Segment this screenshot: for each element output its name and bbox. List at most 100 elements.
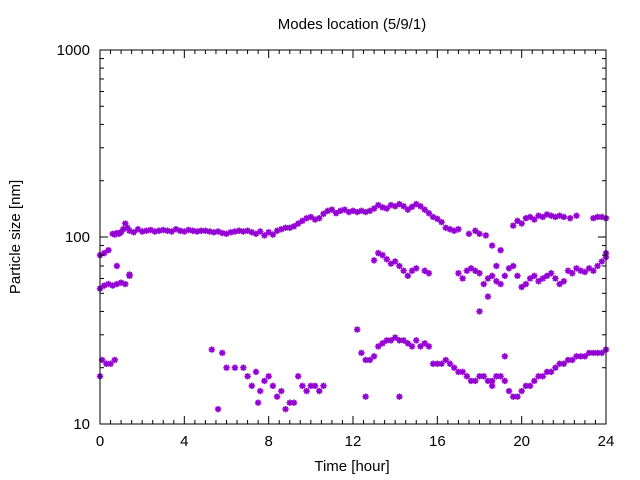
data-point bbox=[455, 270, 462, 277]
plot-frame bbox=[99, 49, 607, 425]
data-point bbox=[341, 206, 348, 213]
data-point bbox=[396, 200, 403, 208]
data-point bbox=[434, 215, 441, 223]
data-point bbox=[370, 257, 378, 264]
data-point bbox=[189, 227, 196, 234]
data-point bbox=[219, 229, 226, 237]
data-point bbox=[408, 267, 416, 274]
data-point bbox=[303, 215, 310, 222]
data-point bbox=[307, 213, 315, 221]
data-point bbox=[421, 340, 428, 347]
data-point bbox=[472, 377, 479, 385]
data-point bbox=[535, 373, 542, 380]
data-point bbox=[290, 223, 298, 230]
data-point bbox=[358, 207, 365, 215]
data-point bbox=[518, 387, 525, 395]
data-point bbox=[185, 226, 192, 234]
data-point bbox=[387, 337, 395, 344]
data-point bbox=[522, 280, 530, 288]
data-point bbox=[168, 228, 175, 235]
data-point bbox=[396, 393, 403, 400]
data-point bbox=[408, 343, 416, 350]
data-point bbox=[526, 275, 534, 282]
data-point bbox=[383, 256, 390, 263]
data-point bbox=[278, 226, 285, 233]
data-point bbox=[261, 232, 268, 239]
data-point bbox=[514, 393, 521, 400]
y-tick-label: 10 bbox=[73, 416, 90, 433]
data-point bbox=[366, 356, 374, 364]
data-point bbox=[265, 373, 272, 380]
data-point bbox=[514, 217, 521, 225]
data-point bbox=[446, 226, 454, 233]
data-point bbox=[117, 279, 125, 286]
data-point bbox=[282, 405, 289, 413]
data-point bbox=[198, 227, 205, 234]
data-point bbox=[124, 224, 131, 231]
data-point bbox=[467, 265, 475, 272]
data-point bbox=[337, 207, 344, 215]
data-point bbox=[547, 212, 555, 219]
data-point bbox=[590, 349, 597, 357]
y-tick-label: 1000 bbox=[57, 42, 90, 59]
data-point bbox=[98, 356, 106, 364]
data-point bbox=[451, 364, 458, 371]
data-point bbox=[210, 229, 218, 236]
data-point bbox=[303, 387, 310, 395]
data-point bbox=[404, 340, 412, 347]
data-point bbox=[261, 377, 268, 385]
data-point bbox=[370, 205, 378, 212]
data-point bbox=[463, 267, 471, 274]
data-point bbox=[590, 267, 597, 274]
x-axis-label: Time [hour] bbox=[314, 458, 389, 475]
data-point bbox=[273, 393, 281, 400]
y-tick-label: 100 bbox=[65, 229, 90, 246]
data-point bbox=[160, 226, 167, 234]
data-point bbox=[543, 368, 551, 376]
data-point bbox=[223, 364, 230, 371]
data-point bbox=[223, 230, 230, 238]
data-point bbox=[214, 405, 222, 413]
data-point bbox=[320, 210, 327, 218]
data-point bbox=[552, 213, 559, 221]
data-point bbox=[429, 213, 437, 221]
data-point bbox=[560, 213, 568, 221]
data-point bbox=[172, 226, 180, 233]
data-point bbox=[497, 280, 504, 288]
data-point bbox=[206, 228, 213, 235]
data-point bbox=[176, 227, 184, 234]
data-point bbox=[560, 360, 568, 367]
data-point bbox=[219, 349, 226, 357]
data-point bbox=[577, 267, 584, 274]
data-point bbox=[594, 213, 601, 221]
data-point bbox=[434, 360, 441, 367]
data-point bbox=[482, 232, 490, 239]
data-point bbox=[231, 228, 239, 235]
data-point bbox=[442, 224, 449, 231]
data-point bbox=[438, 360, 445, 367]
data-point bbox=[556, 212, 563, 219]
data-point bbox=[501, 272, 508, 280]
data-point bbox=[472, 227, 479, 234]
data-point bbox=[404, 272, 412, 280]
data-point bbox=[354, 326, 361, 333]
data-point bbox=[396, 337, 403, 344]
data-point bbox=[476, 230, 483, 238]
data-point bbox=[299, 382, 306, 390]
data-point bbox=[598, 258, 605, 265]
data-point bbox=[387, 260, 395, 267]
data-point bbox=[316, 215, 323, 222]
data-point bbox=[257, 228, 264, 235]
data-point bbox=[488, 377, 496, 385]
x-tick-label: 8 bbox=[264, 433, 272, 450]
data-point bbox=[130, 229, 137, 236]
data-point bbox=[552, 275, 559, 282]
data-point bbox=[119, 226, 127, 233]
data-point bbox=[214, 228, 222, 235]
data-point bbox=[493, 373, 500, 380]
data-point bbox=[358, 349, 365, 357]
data-point bbox=[126, 227, 133, 234]
data-point bbox=[286, 224, 293, 231]
data-point bbox=[543, 211, 551, 218]
